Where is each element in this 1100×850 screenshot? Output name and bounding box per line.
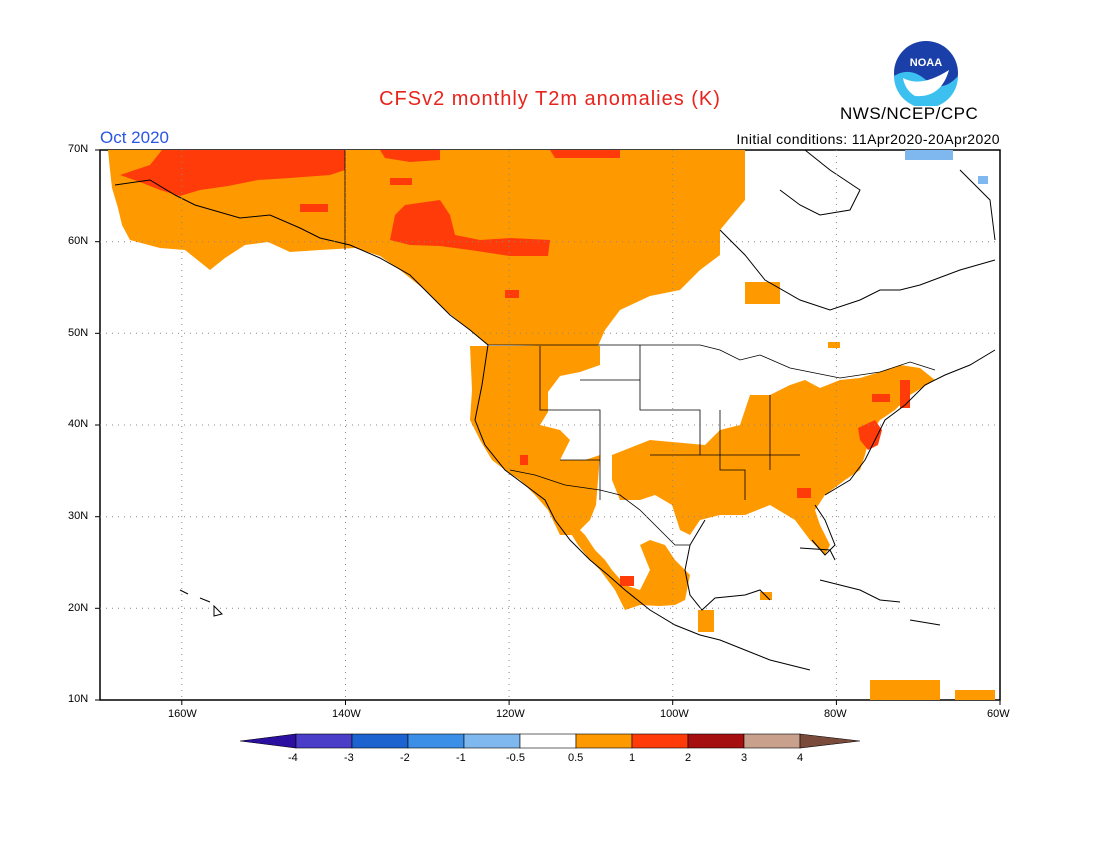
colorbar-cell [407,733,465,749]
colorbar-cell [687,733,745,749]
colorbar-cell [295,733,353,749]
agency-label: NWS/NCEP/CPC [840,104,979,123]
valid-month: Oct 2020 [100,128,169,147]
colorbar-cell [799,733,861,749]
red-anomaly-fill [120,150,910,586]
colorbar-label: -0.5 [506,752,525,764]
coastlines [114,149,996,671]
lon-label: 160W [168,708,197,720]
lat-label: 20N [68,602,89,614]
colorbar-label: -4 [288,752,298,764]
colorbar-label: 1 [629,752,636,764]
colorbar-cell [631,733,689,749]
lon-label: 80W [824,708,847,720]
colorbar-cell [463,733,521,749]
colorbar-label: -1 [456,752,466,764]
colorbar-cell [519,733,577,749]
graticule [100,150,1000,700]
colorbar-cell [743,733,801,749]
political-borders [344,150,936,546]
colorbar-cell [575,733,633,749]
lon-label: 120W [496,708,525,720]
lat-label: 70N [68,143,89,155]
lon-label: 60W [987,708,1010,720]
colorbar-label: 3 [741,752,748,764]
lat-label: 30N [68,510,89,522]
blue-anomaly-fill [905,150,953,160]
logo-text: NOAA [910,57,942,69]
colorbar-label: 0.5 [568,752,584,764]
colorbar-label: 4 [797,752,804,764]
noaa-logo: NOAA [894,41,958,106]
lat-label: 10N [68,693,89,705]
colorbar-label: -2 [400,752,410,764]
colorbar-label: -3 [344,752,354,764]
lat-label: 40N [68,418,89,430]
colorbar-label: 2 [685,752,692,764]
orange-anomaly-fill [108,150,995,700]
initial-conditions: Initial conditions: 11Apr2020-20Apr2020 [736,131,1000,147]
lon-label: 100W [660,708,689,720]
lat-label: 50N [68,327,89,339]
map-title: CFSv2 monthly T2m anomalies (K) [379,88,721,110]
colorbar [239,733,861,749]
lat-label: 60N [68,235,89,247]
colorbar-cell [351,733,409,749]
colorbar-cell [239,733,297,749]
lon-label: 140W [332,708,361,720]
